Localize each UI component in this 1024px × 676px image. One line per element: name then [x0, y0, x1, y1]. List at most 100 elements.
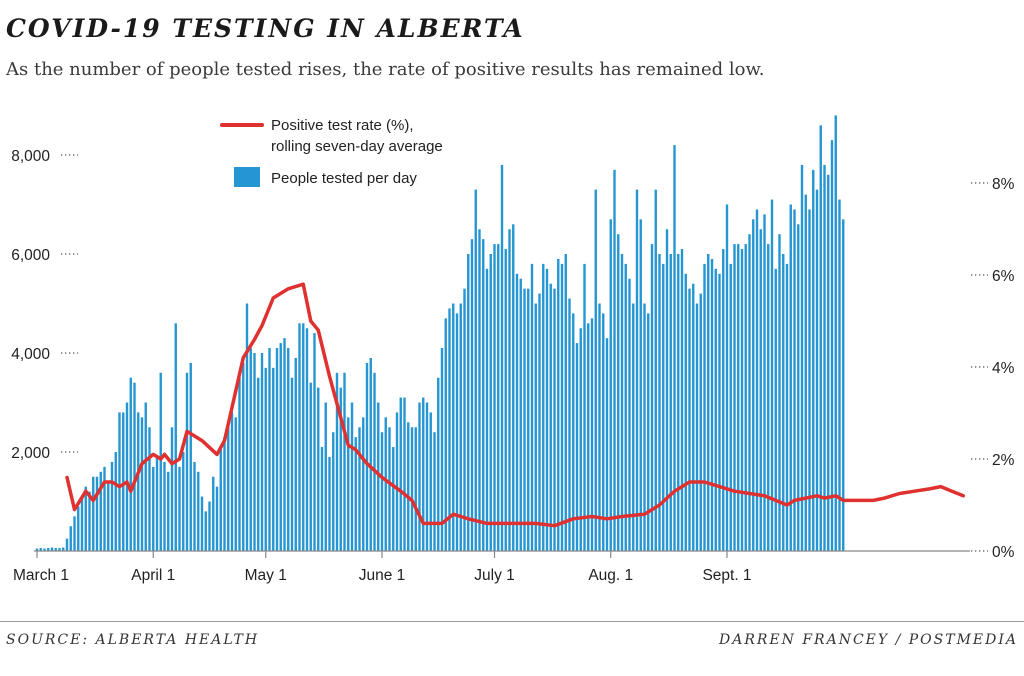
bar	[710, 258, 714, 551]
x-tick-label: Aug. 1	[588, 567, 633, 584]
bar	[193, 461, 196, 551]
bar	[538, 293, 541, 551]
bar	[84, 486, 87, 551]
bar	[624, 263, 627, 551]
bar	[65, 538, 69, 552]
bar	[425, 402, 429, 551]
bar	[58, 548, 61, 551]
bar	[628, 278, 631, 551]
bar	[650, 244, 654, 551]
bar	[744, 244, 747, 551]
bar	[797, 224, 800, 552]
bar	[182, 452, 185, 551]
bar	[35, 548, 39, 551]
bar	[519, 278, 522, 551]
bar	[774, 268, 777, 551]
bar	[200, 496, 204, 551]
bar	[838, 199, 841, 552]
bar	[54, 548, 57, 551]
bar	[530, 263, 534, 551]
bar	[609, 219, 612, 551]
bar	[684, 273, 687, 551]
bar	[362, 417, 365, 551]
bar	[407, 422, 410, 551]
bar	[313, 333, 316, 551]
bar	[665, 229, 669, 551]
bar	[763, 214, 766, 551]
x-tick-label: Sept. 1	[702, 567, 751, 584]
bar	[677, 254, 680, 551]
bar	[497, 244, 500, 551]
bar	[782, 254, 785, 551]
footer-divider	[0, 621, 1024, 622]
bar	[620, 254, 624, 551]
bar	[107, 481, 110, 551]
bar	[635, 189, 639, 551]
bar	[317, 387, 320, 551]
bar	[800, 164, 804, 551]
bar	[673, 145, 676, 551]
bar	[133, 382, 136, 551]
bar	[185, 372, 189, 551]
bar	[725, 204, 729, 551]
bar	[388, 427, 391, 551]
bar	[377, 402, 380, 551]
bar	[437, 377, 440, 551]
bar	[125, 402, 129, 551]
bar	[594, 189, 597, 551]
bar	[572, 313, 575, 551]
bar	[707, 254, 710, 551]
bar	[643, 303, 646, 551]
right-tick-label: 0%	[992, 544, 1015, 561]
bar	[137, 412, 140, 551]
bar	[95, 476, 99, 551]
bar	[500, 164, 504, 551]
bar	[755, 209, 759, 551]
bar	[373, 372, 376, 551]
left-tick-label: 4,000	[11, 346, 50, 363]
bar	[422, 397, 425, 551]
bar	[617, 234, 620, 551]
bar	[654, 189, 657, 551]
bar	[403, 397, 406, 551]
bar	[830, 140, 834, 551]
bar	[62, 547, 65, 551]
bar	[99, 471, 102, 551]
legend-bar-label: People tested per day	[271, 170, 417, 187]
bar	[170, 427, 174, 551]
bar	[155, 456, 159, 551]
bar-series	[35, 115, 845, 552]
legend: Positive test rate (%), rolling seven-da…	[220, 117, 443, 187]
bar	[542, 263, 545, 551]
bar	[827, 174, 830, 552]
bar	[429, 412, 432, 551]
bar	[598, 303, 601, 551]
bar	[722, 249, 725, 552]
bar	[418, 402, 421, 551]
bar	[238, 377, 241, 551]
bar	[553, 288, 556, 551]
bar	[549, 283, 552, 551]
bar	[793, 209, 796, 551]
bar	[493, 244, 496, 551]
legend-line-label-1: Positive test rate (%),	[271, 117, 414, 134]
bar	[204, 511, 207, 551]
bar	[778, 234, 781, 551]
bar	[77, 506, 80, 551]
bar	[249, 348, 252, 551]
bar	[579, 328, 582, 551]
bar	[455, 313, 459, 551]
bar	[842, 219, 845, 551]
bar	[632, 303, 635, 551]
bar	[283, 338, 286, 551]
bar	[129, 377, 132, 551]
left-tick-label: 2,000	[11, 445, 50, 462]
bar	[714, 268, 717, 551]
bar	[264, 367, 267, 551]
bar	[699, 293, 702, 551]
bar	[189, 362, 192, 551]
bar	[320, 447, 324, 551]
bar	[50, 547, 54, 551]
credit-note: DARREN FRANCEY / POSTMEDIA	[719, 632, 1018, 648]
bar	[212, 476, 215, 551]
